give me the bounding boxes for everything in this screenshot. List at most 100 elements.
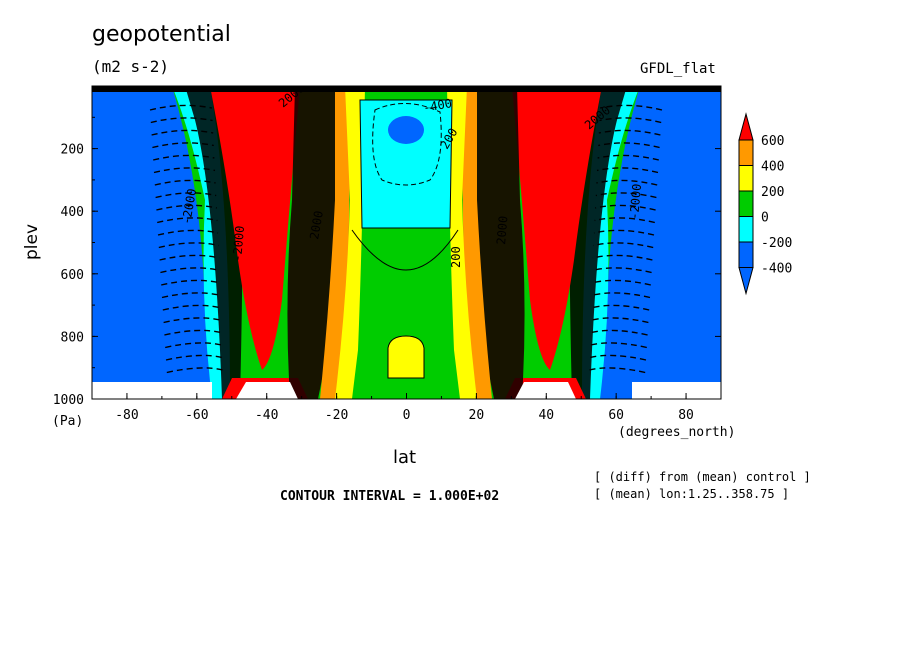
x-tick-label: 40 (538, 408, 554, 423)
dashed-contour-north (590, 292, 651, 299)
dashed-contour-south (154, 179, 216, 186)
dashed-contour-south (161, 279, 221, 286)
north-orange (462, 86, 492, 399)
contour-label-10: -2000 (627, 183, 644, 220)
contour-label-9: -2000 (230, 225, 247, 262)
north-flank-black (472, 86, 525, 399)
dashed-contour-south (152, 142, 214, 149)
x-tick-label: -60 (185, 408, 208, 423)
north-polar-low-fill (600, 86, 721, 399)
south-high-fill (210, 86, 300, 370)
x-tick-label: 0 (403, 408, 411, 423)
dashed-contour-south (157, 217, 218, 224)
dashed-contour-north (593, 242, 654, 249)
contour-interval: CONTOUR INTERVAL = 1.000E+02 (280, 489, 500, 504)
colorbar-label: 600 (761, 134, 784, 149)
dashed-contour-north (592, 254, 653, 261)
colorbar-bottom-arrow (738, 267, 754, 296)
x-tick-label: -80 (115, 408, 138, 423)
dashed-contour-south (155, 192, 217, 199)
contour-label-6: 200 (449, 246, 463, 268)
dashed-contour-south (157, 229, 219, 236)
colorbar-label: -200 (761, 236, 792, 251)
colorbar-top-arrow (738, 112, 754, 141)
y-tick-label: 800 (61, 330, 84, 345)
surface-mask-mid-south (236, 382, 298, 399)
dashed-contour-north (595, 204, 656, 211)
surface-mask-north (632, 382, 721, 399)
x-tick-label: 20 (469, 408, 485, 423)
surface-mask-south (92, 382, 212, 399)
contour-line-cyan (359, 99, 453, 229)
dashed-contour-north (599, 104, 663, 111)
dashed-contour-south (150, 117, 213, 124)
contour-label-8: -2000 (179, 188, 199, 226)
colorbar-label: 0 (761, 211, 769, 226)
dashed-contour-south (158, 242, 219, 249)
y-axis-unit: (Pa) (52, 414, 84, 429)
dashed-contour-south (153, 154, 215, 161)
dashed-contour-north (593, 229, 655, 236)
chart-title: geopotential (92, 22, 231, 47)
colorbar-segment (738, 190, 754, 217)
contour-line-green (351, 229, 459, 271)
dashed-contour-south (166, 367, 225, 374)
dashed-contour-south (162, 304, 222, 311)
dashed-contour-north (594, 217, 655, 224)
contour-label-2: 2000 (307, 210, 326, 241)
x-tick-label: 80 (678, 408, 694, 423)
y-tick-label: 1000 (53, 393, 84, 408)
colorbar-segment (738, 139, 754, 166)
dashed-contour-north (587, 354, 647, 361)
south-flank-black (287, 86, 340, 399)
chart-units: (m2 s-2) (92, 57, 170, 76)
dashed-contour-south (163, 317, 223, 324)
dashed-contour-south (160, 267, 220, 274)
y-tick-label: 200 (61, 143, 84, 158)
surface-mask-mid-north (515, 382, 576, 399)
south-polar-low-fill (92, 86, 212, 399)
dashed-contour-south (153, 167, 216, 174)
dashed-contour-north (592, 267, 652, 274)
dashed-contour-north (591, 279, 651, 286)
dashed-contour-north (598, 129, 661, 136)
dashed-contour-north (595, 192, 657, 199)
y-tick-label: 400 (61, 205, 84, 220)
y-tick-label: 600 (61, 268, 84, 283)
dashed-contour-south (161, 292, 222, 299)
dashed-contour-south (151, 129, 214, 136)
dashed-contour-north (589, 317, 649, 324)
colorbar-segment (738, 165, 754, 192)
dashed-contour-north (598, 142, 660, 149)
colorbar-segment (738, 216, 754, 243)
contour-line-dashed-1 (372, 102, 442, 186)
contour-label-4: -400 (422, 96, 453, 115)
dashed-contour-south (159, 254, 220, 261)
dashed-contour-south (156, 204, 217, 211)
colorbar-label: 400 (761, 160, 784, 175)
colorbar-label: -400 (761, 262, 792, 277)
upper-tropical-cyan (360, 100, 452, 228)
x-axis-unit: (degrees_north) (618, 425, 736, 440)
contour-label-7: 2000 (494, 215, 510, 245)
note-diff: [ (diff) from (mean) control ] (594, 470, 811, 484)
dashed-contour-north (587, 367, 646, 374)
dashed-contour-south (165, 342, 224, 349)
lower-tropical-yellow (388, 336, 424, 378)
dashed-contour-south (164, 329, 223, 336)
dashed-contour-north (597, 154, 659, 161)
dashed-contour-north (599, 117, 662, 124)
dashed-contour-north (596, 167, 659, 174)
x-tick-label: -20 (325, 408, 348, 423)
colorbar-segment (738, 241, 754, 268)
x-axis-label: lat (393, 447, 417, 468)
dashed-contour-north (596, 179, 658, 186)
dashed-contour-north (589, 329, 648, 336)
dashed-contour-south (149, 104, 213, 111)
upper-tropical-blue (388, 116, 424, 144)
south-orange (320, 86, 350, 399)
x-tick-label: -40 (255, 408, 278, 423)
contour-line-yellow (387, 335, 425, 379)
south-yellow (335, 86, 365, 399)
